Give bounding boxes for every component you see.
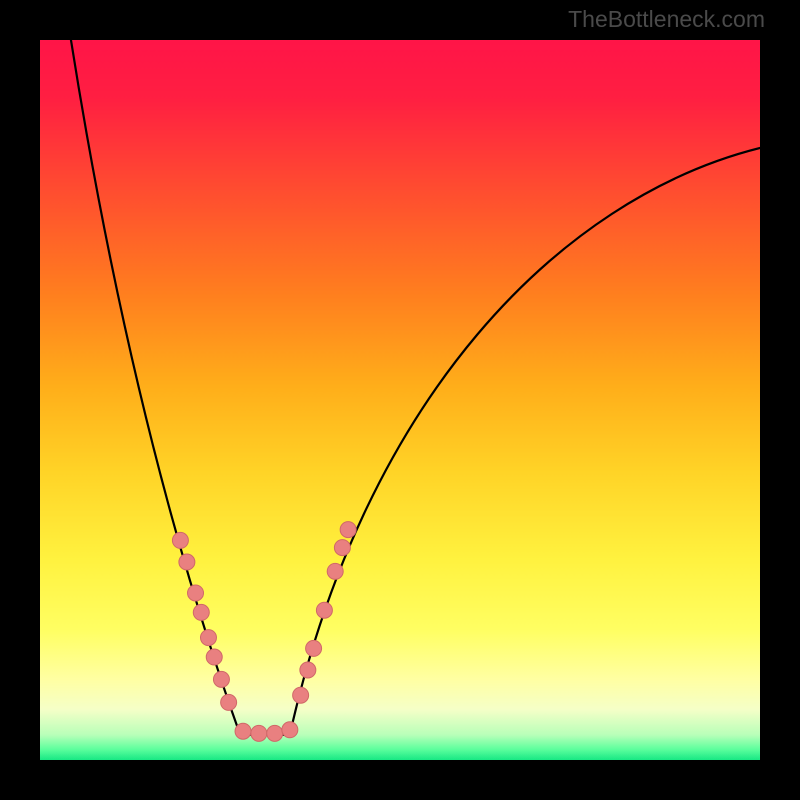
- data-point: [193, 604, 209, 620]
- data-point: [334, 540, 350, 556]
- data-point: [235, 723, 251, 739]
- data-point: [172, 532, 188, 548]
- bottleneck-curve: [71, 40, 760, 735]
- data-point: [300, 662, 316, 678]
- data-point: [251, 725, 267, 741]
- data-point: [213, 671, 229, 687]
- data-point: [179, 554, 195, 570]
- data-point: [340, 522, 356, 538]
- data-point: [267, 725, 283, 741]
- curve-overlay: [40, 40, 760, 760]
- data-point: [327, 563, 343, 579]
- figure-root: TheBottleneck.com: [0, 0, 800, 800]
- data-point: [282, 722, 298, 738]
- watermark-text: TheBottleneck.com: [568, 6, 765, 33]
- chart-plot-area: [40, 40, 760, 760]
- data-point: [188, 585, 204, 601]
- data-point: [206, 649, 222, 665]
- data-point: [200, 630, 216, 646]
- data-point: [306, 640, 322, 656]
- data-point: [316, 602, 332, 618]
- data-point: [293, 687, 309, 703]
- data-point: [221, 694, 237, 710]
